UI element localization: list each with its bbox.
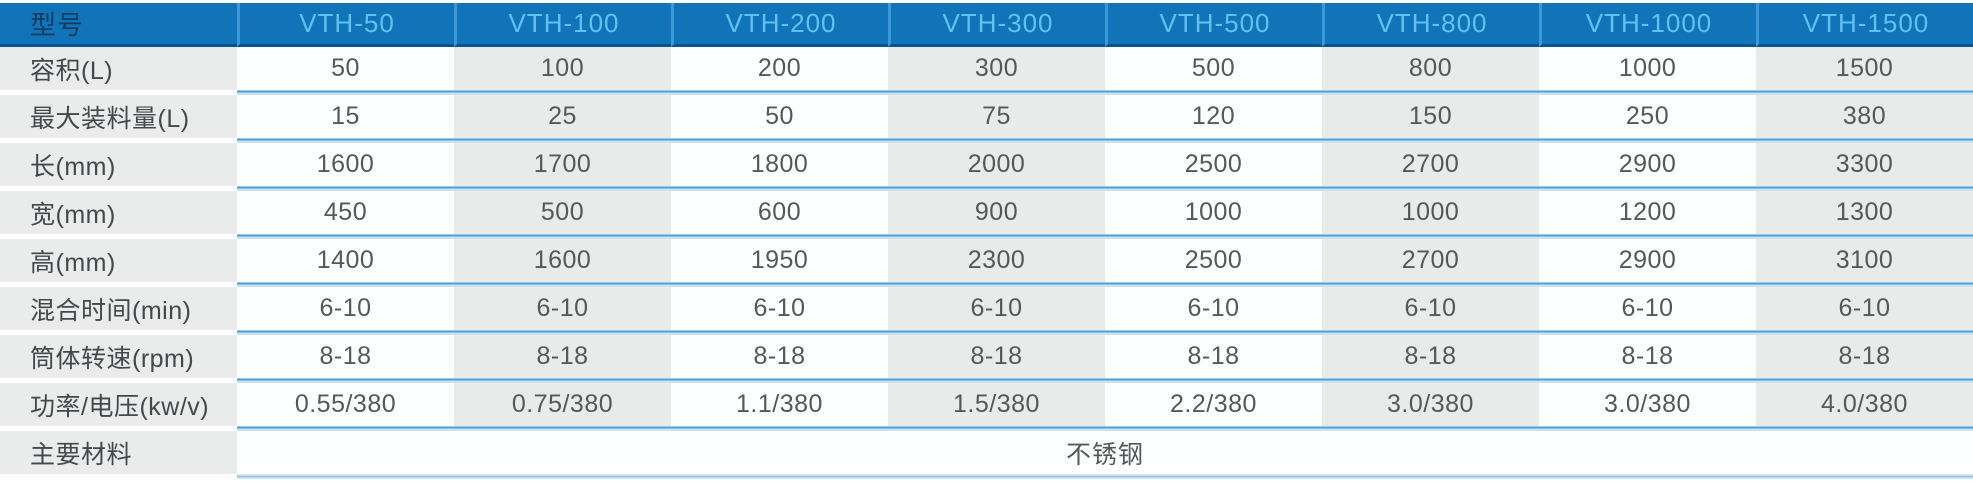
row-label: 主要材料 [0, 431, 237, 474]
spec-value-cell: 100 [454, 47, 671, 90]
spec-value-cell: 1300 [1756, 191, 1973, 234]
spec-value-cell: 1800 [671, 143, 888, 186]
spec-value-cell: 8-18 [1539, 335, 1756, 378]
spec-value-cell: 2000 [888, 143, 1105, 186]
spec-value-cell: 450 [237, 191, 454, 234]
spec-value-cell: 8-18 [888, 335, 1105, 378]
spec-value-cell: 8-18 [237, 335, 454, 378]
spec-value-cell: 3300 [1756, 143, 1973, 186]
header-model-cell: VTH-200 [671, 3, 888, 47]
spec-value-cell: 8-18 [1322, 335, 1539, 378]
header-model-cell: VTH-1000 [1539, 3, 1756, 47]
row-separator [237, 90, 1973, 95]
spec-value-cell: 3.0/380 [1322, 383, 1539, 426]
spec-value-cell: 6-10 [1105, 287, 1322, 330]
spec-value-cell: 1950 [671, 239, 888, 282]
spec-value-cell: 2.2/380 [1105, 383, 1322, 426]
spec-value-cell: 25 [454, 95, 671, 138]
spec-value-cell: 1000 [1322, 191, 1539, 234]
header-model-column-title: 型号 [0, 3, 237, 47]
row-label: 最大装料量(L) [0, 95, 237, 138]
spec-value-cell: 600 [671, 191, 888, 234]
spec-value-cell: 1500 [1756, 47, 1973, 90]
header-model-cell: VTH-300 [888, 3, 1105, 47]
row-separator [237, 186, 1973, 191]
header-model-cell: VTH-100 [454, 3, 671, 47]
spec-table: 型号 VTH-50 VTH-100 VTH-200 VTH-300 VTH-500 VTH-… [0, 3, 1973, 479]
spec-value-cell: 1.1/380 [671, 383, 888, 426]
row-label: 混合时间(min) [0, 287, 237, 330]
spec-value-cell: 250 [1539, 95, 1756, 138]
spec-value-cell: 150 [1322, 95, 1539, 138]
spec-value-cell: 0.75/380 [454, 383, 671, 426]
spec-value-cell: 1600 [454, 239, 671, 282]
spec-value-cell: 900 [888, 191, 1105, 234]
spec-value-cell: 6-10 [888, 287, 1105, 330]
spec-value-cell: 6-10 [1539, 287, 1756, 330]
spec-value-cell: 2900 [1539, 239, 1756, 282]
row-label: 容积(L) [0, 47, 237, 90]
spec-value-cell: 6-10 [1756, 287, 1973, 330]
row-label: 宽(mm) [0, 191, 237, 234]
spec-value-cell: 1200 [1539, 191, 1756, 234]
header-model-cell: VTH-500 [1105, 3, 1322, 47]
spec-value-cell: 2700 [1322, 143, 1539, 186]
spec-value-cell: 8-18 [671, 335, 888, 378]
header-model-cell: VTH-50 [237, 3, 454, 47]
row-separator [237, 234, 1973, 239]
row-separator [237, 426, 1973, 431]
spec-value-cell: 8-18 [1105, 335, 1322, 378]
spec-value-cell: 500 [454, 191, 671, 234]
spec-value-cell: 1600 [237, 143, 454, 186]
spec-value-cell: 15 [237, 95, 454, 138]
spec-value-cell: 200 [671, 47, 888, 90]
spec-value-cell: 3.0/380 [1539, 383, 1756, 426]
spec-value-cell: 800 [1322, 47, 1539, 90]
spec-value-cell: 500 [1105, 47, 1322, 90]
spec-value-cell: 2500 [1105, 239, 1322, 282]
spec-value-cell: 2300 [888, 239, 1105, 282]
row-label: 长(mm) [0, 143, 237, 186]
spec-value-cell: 6-10 [671, 287, 888, 330]
row-label: 高(mm) [0, 239, 237, 282]
spec-value-cell: 3100 [1756, 239, 1973, 282]
spec-value-cell: 1000 [1539, 47, 1756, 90]
spec-value-cell: 50 [671, 95, 888, 138]
row-separator [237, 330, 1973, 335]
spec-value-cell: 8-18 [454, 335, 671, 378]
spec-value-cell: 1000 [1105, 191, 1322, 234]
spec-value-cell: 6-10 [454, 287, 671, 330]
spec-value-cell: 300 [888, 47, 1105, 90]
table-bottom-line [237, 474, 1973, 479]
spec-value-cell: 8-18 [1756, 335, 1973, 378]
header-model-cell: VTH-800 [1322, 3, 1539, 47]
spec-value-cell: 6-10 [1322, 287, 1539, 330]
row-label: 功率/电压(kw/v) [0, 383, 237, 426]
row-label: 筒体转速(rpm) [0, 335, 237, 378]
spec-value-cell: 380 [1756, 95, 1973, 138]
spec-value-cell: 75 [888, 95, 1105, 138]
spec-value-cell: 4.0/380 [1756, 383, 1973, 426]
spec-value-cell: 120 [1105, 95, 1322, 138]
spec-value-cell: 2900 [1539, 143, 1756, 186]
spec-value-cell: 6-10 [237, 287, 454, 330]
row-separator [237, 378, 1973, 383]
spec-value-cell: 2500 [1105, 143, 1322, 186]
spec-value-cell: 50 [237, 47, 454, 90]
row-separator [237, 282, 1973, 287]
material-value-cell: 不锈钢 [237, 431, 1973, 474]
spec-value-cell: 2700 [1322, 239, 1539, 282]
spec-value-cell: 1700 [454, 143, 671, 186]
spec-value-cell: 0.55/380 [237, 383, 454, 426]
spec-value-cell: 1.5/380 [888, 383, 1105, 426]
spec-value-cell: 1400 [237, 239, 454, 282]
header-model-cell: VTH-1500 [1756, 3, 1973, 47]
row-separator [237, 138, 1973, 143]
